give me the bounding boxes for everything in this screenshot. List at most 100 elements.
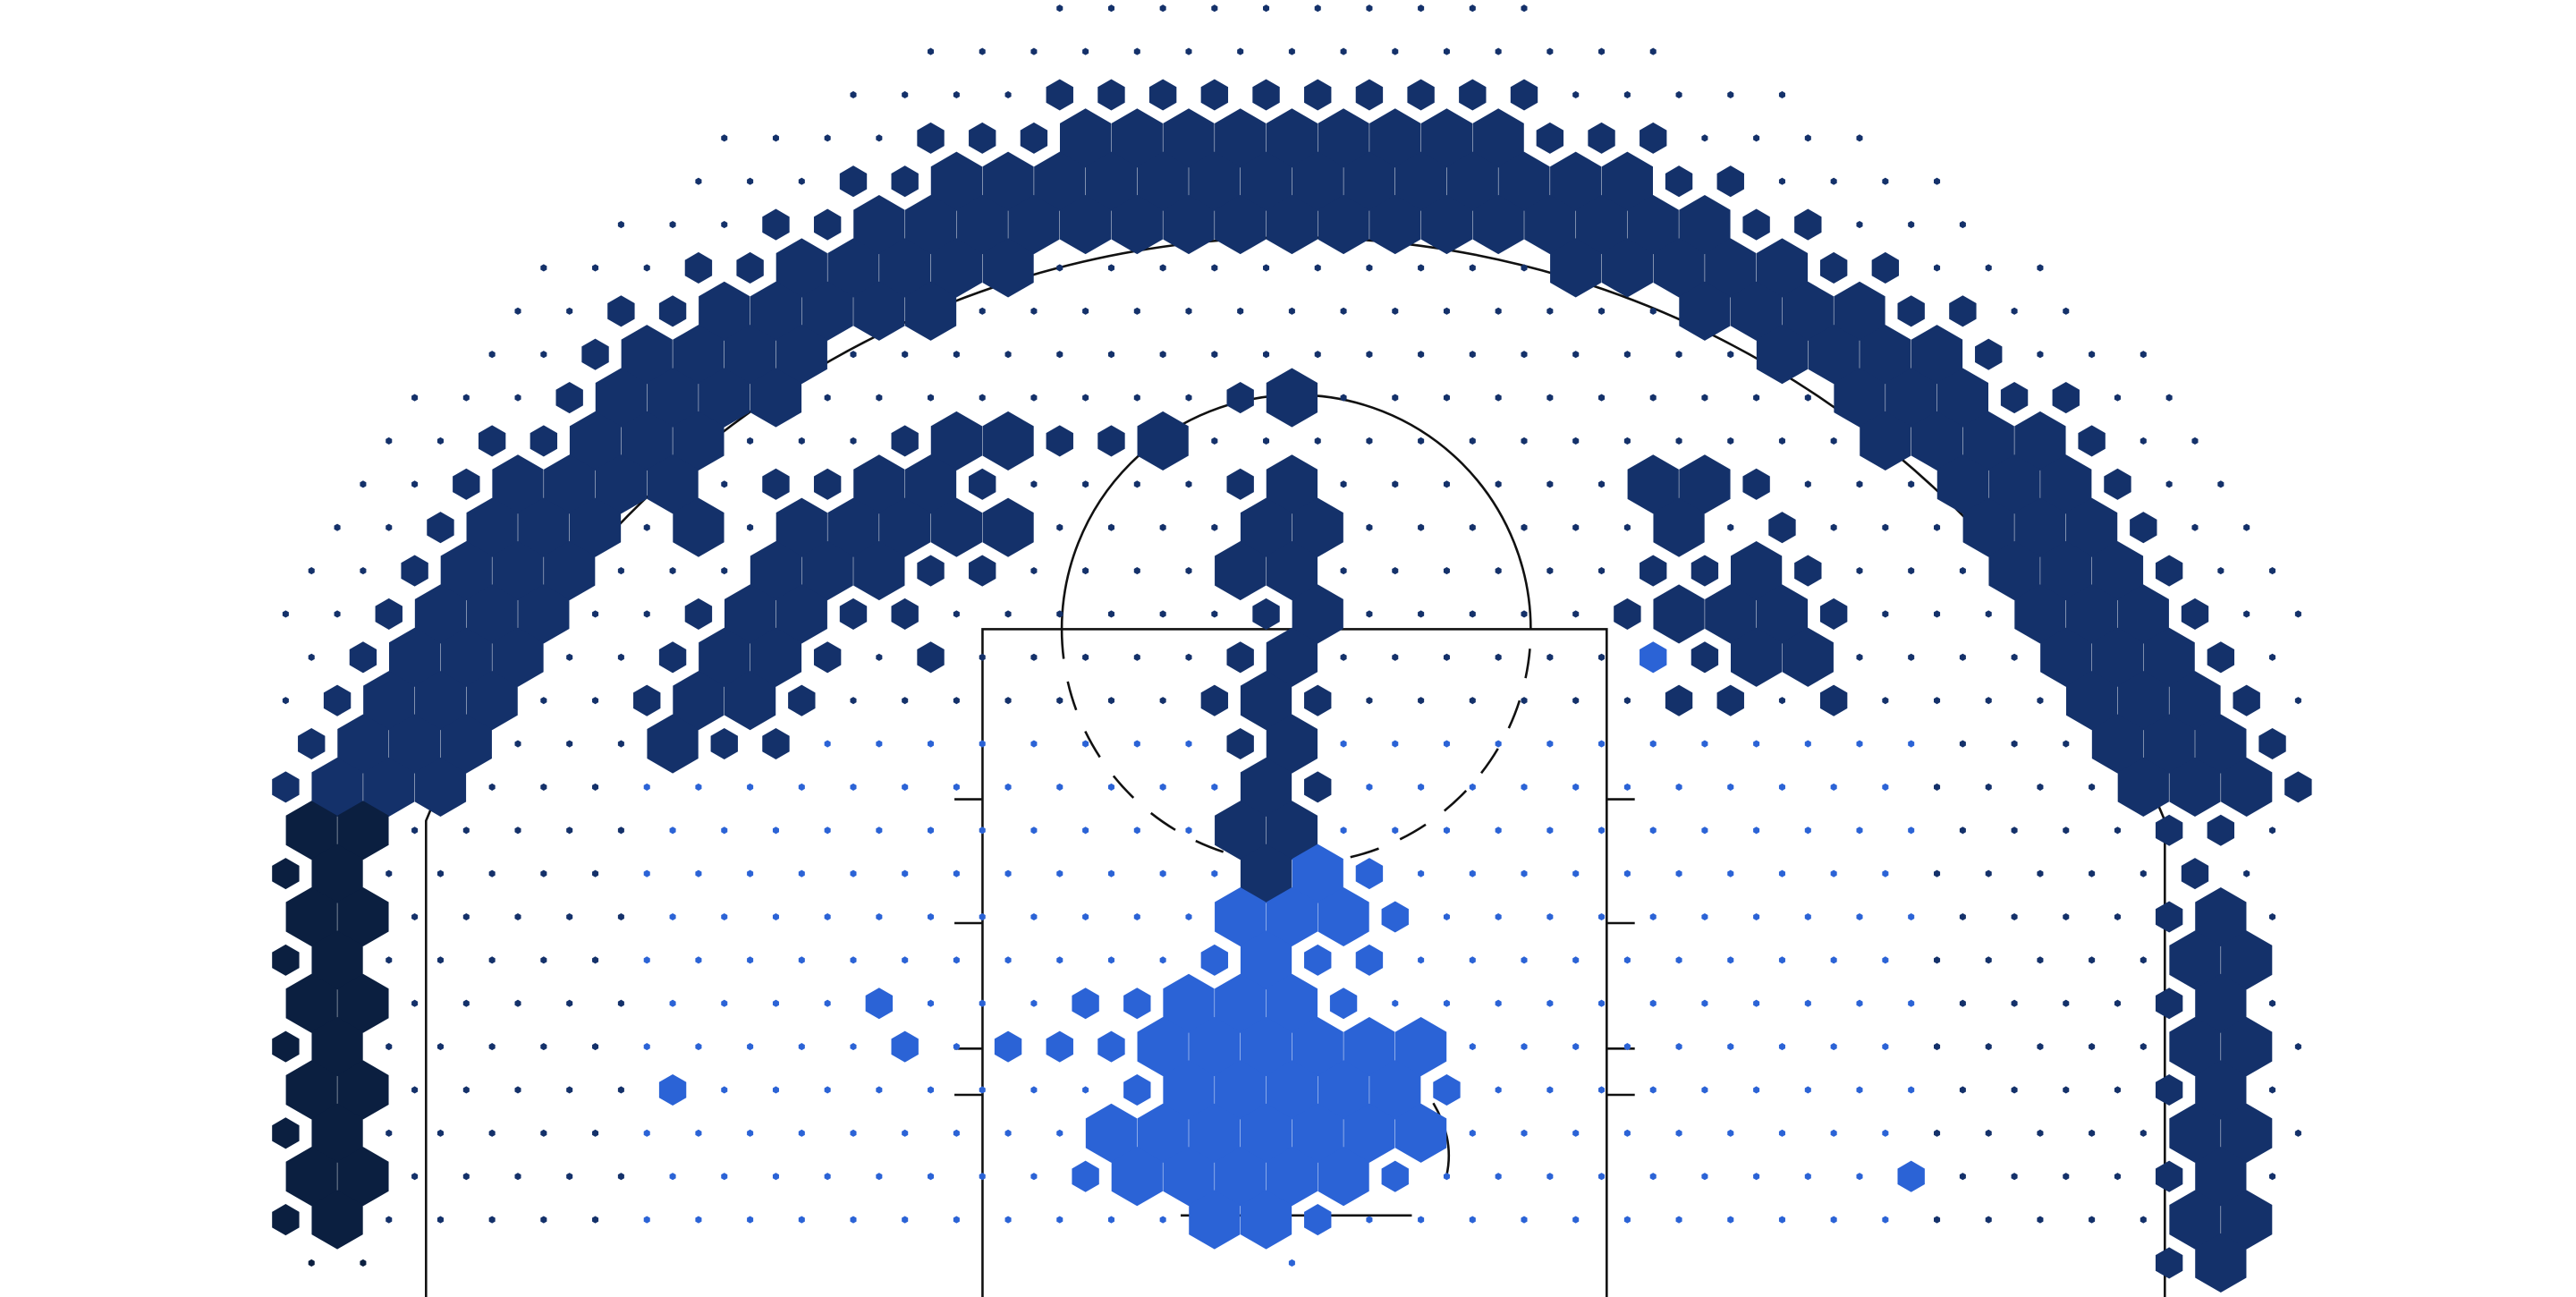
- hexbin: [982, 238, 1034, 298]
- hexbin: [540, 956, 547, 964]
- hexbin: [953, 783, 960, 791]
- hexbin: [750, 627, 802, 687]
- hexbin: [492, 627, 544, 687]
- hexbin: [1185, 566, 1192, 575]
- hexbin: [643, 610, 650, 618]
- hexbin: [1640, 122, 1667, 154]
- hexbin: [2169, 1190, 2221, 1250]
- hexbin: [1778, 437, 1785, 445]
- hexbin: [969, 468, 996, 500]
- hexbin: [695, 956, 702, 964]
- hexbin: [2155, 1160, 2183, 1192]
- hexbin: [514, 912, 521, 921]
- hexbin: [1778, 783, 1785, 791]
- hexbin: [1742, 208, 1770, 241]
- hexbin: [1366, 523, 1373, 531]
- hexbin: [462, 394, 470, 402]
- hexbin: [2269, 566, 2276, 575]
- hexbin: [953, 1043, 960, 1051]
- hexbin: [2195, 1147, 2247, 1207]
- hexbin: [2037, 783, 2044, 791]
- hexbin: [762, 468, 790, 500]
- hexbin: [643, 523, 650, 531]
- hexbin: [1727, 783, 1734, 791]
- hexbin: [658, 295, 687, 327]
- hexbin: [2243, 523, 2250, 531]
- hexbin: [1653, 497, 1705, 557]
- hexbin: [853, 195, 905, 255]
- hexbin: [1266, 454, 1318, 514]
- hexbin: [1601, 151, 1653, 211]
- hexbin: [1159, 869, 1166, 877]
- hexbin: [1459, 79, 1487, 111]
- hexbin: [1768, 512, 1796, 544]
- hexbin: [801, 281, 853, 341]
- hexbin: [566, 740, 573, 748]
- hexbin: [1304, 771, 1332, 803]
- hexbin: [1340, 307, 1347, 315]
- hexbin: [1572, 697, 1580, 705]
- hexbin: [530, 425, 558, 457]
- hexbin: [647, 368, 699, 428]
- hexbin: [1133, 653, 1140, 661]
- hexbin: [1959, 740, 1966, 748]
- hexbin: [1163, 1147, 1215, 1207]
- hexbin: [592, 1216, 599, 1224]
- hexbin: [1546, 740, 1554, 748]
- hexbin: [684, 598, 713, 630]
- hexbin: [876, 912, 883, 921]
- hexbin: [2269, 999, 2276, 1007]
- hexbin: [1200, 944, 1229, 976]
- hexbin: [1572, 610, 1580, 618]
- hexbin: [1107, 783, 1114, 791]
- hexbin: [772, 827, 779, 835]
- hexbin: [669, 912, 676, 921]
- hexbin: [2063, 740, 2070, 748]
- hexbin: [1240, 1017, 1292, 1077]
- hexbin: [2063, 999, 2070, 1007]
- hexbin: [2011, 1173, 2018, 1181]
- hexbin: [1521, 1129, 1528, 1137]
- hexbin: [2114, 912, 2121, 921]
- hexbin: [1381, 1160, 1409, 1192]
- hexbin: [2117, 757, 2169, 817]
- hexbin: [1148, 79, 1177, 111]
- hexbin: [1211, 4, 1218, 13]
- hexbin: [2052, 382, 2080, 414]
- hexbin: [891, 598, 919, 630]
- hexbin: [982, 497, 1034, 557]
- hexbin: [1366, 1216, 1373, 1224]
- hexbin: [1189, 151, 1241, 211]
- hexbin: [1059, 195, 1112, 255]
- hexbin: [853, 541, 905, 601]
- hexbin: [1830, 177, 1837, 185]
- hexbin: [1623, 1129, 1631, 1137]
- hexbin: [1030, 47, 1038, 55]
- hexbin: [2294, 610, 2301, 618]
- hexbin: [375, 598, 402, 630]
- hexbin: [1756, 584, 1809, 644]
- hexbin: [617, 221, 624, 229]
- hexbins: [272, 4, 2312, 1293]
- hexbin: [617, 827, 624, 835]
- hexbin: [879, 497, 931, 557]
- hexbin: [1959, 827, 1966, 835]
- hexbin: [1614, 598, 1641, 630]
- hexbin: [1304, 944, 1332, 976]
- hexbin: [1727, 351, 1734, 359]
- hexbin: [1215, 108, 1267, 168]
- hexbin: [1649, 47, 1657, 55]
- hexbin: [1804, 999, 1811, 1007]
- hexbin: [555, 382, 583, 414]
- hexbin: [762, 727, 790, 760]
- hexbin: [514, 1086, 521, 1094]
- hexbin: [1185, 394, 1192, 402]
- hexbin: [1443, 47, 1450, 55]
- hexbin: [2269, 1173, 2276, 1181]
- hexbin: [1598, 1086, 1606, 1094]
- hexbin: [1240, 843, 1292, 903]
- hexbin: [1730, 541, 1783, 601]
- hexbin: [917, 122, 945, 154]
- hexbin: [1237, 47, 1244, 55]
- hexbin: [747, 1129, 754, 1137]
